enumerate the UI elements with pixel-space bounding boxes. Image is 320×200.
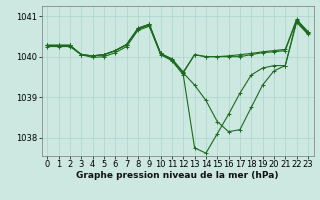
X-axis label: Graphe pression niveau de la mer (hPa): Graphe pression niveau de la mer (hPa) [76, 171, 279, 180]
